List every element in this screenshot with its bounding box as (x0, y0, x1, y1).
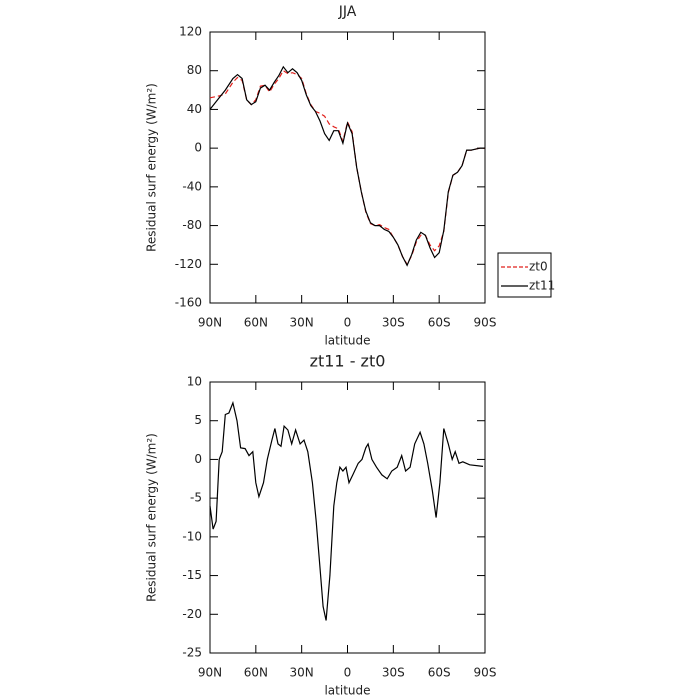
data-line (209, 400, 484, 621)
x-tick-label: 30N (290, 666, 314, 680)
data-line (209, 69, 485, 266)
x-tick-label: 30S (382, 666, 405, 680)
x-axis-label: latitude (324, 684, 370, 698)
y-axis-label: Residual surf energy (W/m²) (145, 83, 159, 252)
y-tick-label: -120 (175, 257, 202, 271)
legend-label: zt0 (529, 260, 548, 274)
y-tick-label: 80 (187, 63, 202, 77)
y-tick-label: 0 (194, 141, 202, 155)
y-tick-label: -15 (182, 568, 202, 582)
chart-title: JJA (338, 4, 357, 20)
y-tick-label: 5 (194, 413, 202, 427)
y-tick-label: -80 (182, 218, 202, 232)
y-tick-label: -160 (175, 296, 202, 310)
data-line (209, 65, 485, 267)
y-tick-label: 120 (179, 25, 202, 39)
x-tick-label: 30S (382, 316, 405, 330)
y-tick-label: -10 (182, 529, 202, 543)
plot-frame (209, 31, 486, 304)
x-tick-label: 90N (198, 316, 222, 330)
x-axis-label: latitude (324, 334, 370, 348)
x-tick-label: 0 (344, 316, 352, 330)
legend-box (497, 252, 552, 298)
y-tick-label: 10 (187, 375, 202, 389)
x-tick-label: 0 (344, 666, 352, 680)
plot-frame (209, 381, 486, 654)
y-tick-label: -5 (190, 491, 202, 505)
x-tick-label: 60S (428, 316, 451, 330)
x-tick-label: 60N (244, 666, 268, 680)
y-axis-label: Residual surf energy (W/m²) (145, 433, 159, 602)
x-tick-label: 60S (428, 666, 451, 680)
x-tick-label: 90S (474, 666, 497, 680)
y-tick-label: 40 (187, 102, 202, 116)
legend-label: zt11 (529, 279, 555, 293)
x-tick-label: 60N (244, 316, 268, 330)
y-tick-label: -40 (182, 179, 202, 193)
y-tick-label: 0 (194, 452, 202, 466)
y-tick-label: -25 (182, 646, 202, 660)
chart-title: zt11 - zt0 (310, 352, 386, 371)
y-tick-label: -20 (182, 607, 202, 621)
x-tick-label: 30N (290, 316, 314, 330)
x-tick-label: 90S (474, 316, 497, 330)
x-tick-label: 90N (198, 666, 222, 680)
